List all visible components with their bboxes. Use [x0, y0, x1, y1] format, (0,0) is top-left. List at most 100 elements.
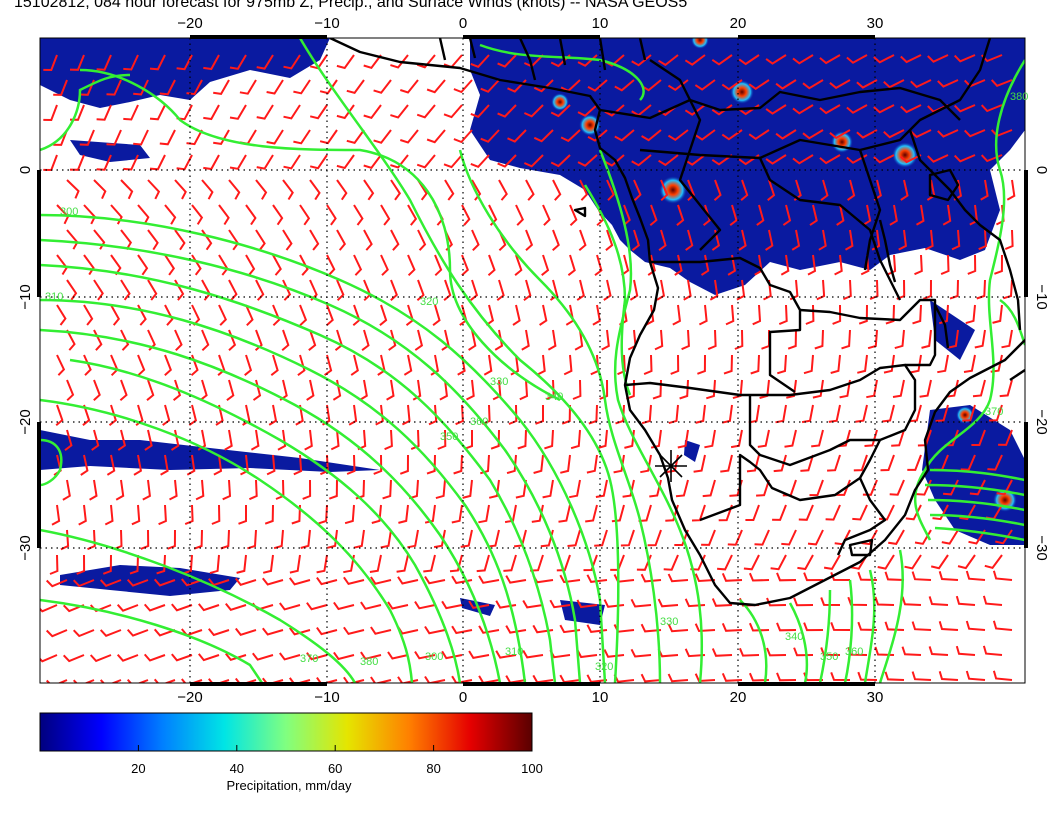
wind-barb	[72, 629, 95, 638]
wind-barb	[167, 529, 176, 550]
wind-barb	[601, 329, 610, 351]
wind-barb	[800, 454, 814, 472]
wind-barb	[614, 79, 635, 92]
wind-barb	[239, 79, 257, 95]
wind-barb	[792, 54, 814, 65]
wind-barb	[658, 229, 667, 251]
wind-barb	[62, 479, 71, 501]
wind-barb	[466, 379, 475, 401]
wind-barb	[754, 529, 770, 546]
wind-barb	[577, 154, 598, 167]
wind-barb	[1006, 179, 1016, 201]
wind-barb	[963, 129, 986, 138]
wind-barb	[43, 54, 58, 72]
wind-barb	[995, 529, 1013, 545]
wind-barb	[297, 354, 306, 377]
wind-barb	[605, 229, 614, 251]
wind-barb	[213, 129, 230, 145]
wind-barb	[226, 379, 235, 401]
wind-barb	[417, 229, 427, 251]
wind-barb	[309, 154, 328, 170]
island-2	[848, 538, 874, 557]
wind-barb	[588, 404, 598, 425]
wind-barb	[480, 79, 500, 93]
height-contour	[40, 73, 131, 152]
wind-barb	[802, 129, 824, 140]
wind-barb	[470, 279, 479, 301]
wind-barb	[857, 671, 878, 681]
wind-barb	[775, 79, 797, 90]
wind-barb	[403, 354, 413, 376]
wind-barb	[857, 354, 868, 374]
wind-barb	[131, 504, 141, 526]
wind-barb	[353, 529, 365, 549]
wind-barb	[213, 79, 230, 95]
wind-barb	[137, 204, 150, 225]
contour-label: 340	[545, 391, 563, 403]
wind-barb	[629, 279, 639, 301]
wind-barb	[508, 404, 518, 425]
wind-barb	[711, 648, 733, 657]
wind-barb	[765, 229, 774, 251]
colorbar-tick-label: 80	[426, 761, 440, 776]
wind-barb	[663, 554, 679, 571]
wind-barb	[766, 597, 787, 607]
wind-barb	[416, 154, 436, 169]
wind-barb	[992, 620, 1013, 631]
wind-barb	[867, 329, 878, 350]
wind-barb	[399, 129, 419, 144]
wind-barb	[380, 254, 389, 276]
wind-barb	[79, 129, 95, 146]
height-contour	[934, 526, 1025, 542]
height-contour	[458, 149, 662, 683]
wind-barb	[539, 304, 548, 326]
coastlines-and-borders	[329, 38, 1025, 607]
height-contour	[40, 263, 557, 683]
wind-barb	[561, 404, 571, 425]
lon-label-top: −20	[177, 15, 202, 32]
wind-barb	[894, 329, 905, 350]
height-contour	[40, 598, 264, 683]
height-contour	[818, 589, 832, 683]
wind-barb	[1004, 229, 1014, 251]
wind-barb	[224, 429, 233, 451]
lake-malawi	[933, 304, 950, 349]
wind-barb	[923, 279, 932, 300]
precip-area-west-1	[70, 140, 150, 162]
wind-barb	[295, 404, 304, 426]
wind-barb	[999, 379, 1013, 398]
wind-barb	[250, 429, 260, 451]
wind-barb	[359, 379, 368, 401]
wind-barb	[498, 179, 508, 201]
wind-barb	[1003, 279, 1013, 300]
wind-barb	[96, 54, 112, 71]
wind-barb	[980, 179, 989, 201]
lon-label-bottom: 20	[730, 689, 747, 706]
wind-barb	[156, 554, 166, 575]
wind-barb	[1001, 329, 1013, 349]
wind-barb	[66, 279, 78, 301]
wind-barb	[82, 404, 91, 426]
wind-barb	[841, 329, 851, 350]
wind-barb	[99, 579, 122, 587]
wind-barb	[203, 54, 220, 71]
wind-barb	[884, 571, 905, 581]
wind-barb	[69, 54, 85, 71]
wind-barb	[938, 671, 959, 681]
wind-barb	[927, 54, 949, 63]
border-12	[438, 38, 647, 81]
wind-barb	[549, 279, 559, 301]
height-contour	[843, 579, 854, 683]
wind-barb	[533, 129, 554, 143]
wind-barb	[66, 379, 75, 402]
wind-barb	[120, 179, 134, 200]
wind-barb	[572, 379, 582, 400]
wind-barb	[487, 529, 500, 548]
lat-lon-grid	[40, 38, 1025, 683]
wind-barb	[414, 601, 436, 610]
wind-barb	[802, 79, 824, 90]
wind-barb	[104, 504, 114, 526]
wind-barb	[957, 554, 976, 570]
wind-barb	[412, 379, 422, 401]
